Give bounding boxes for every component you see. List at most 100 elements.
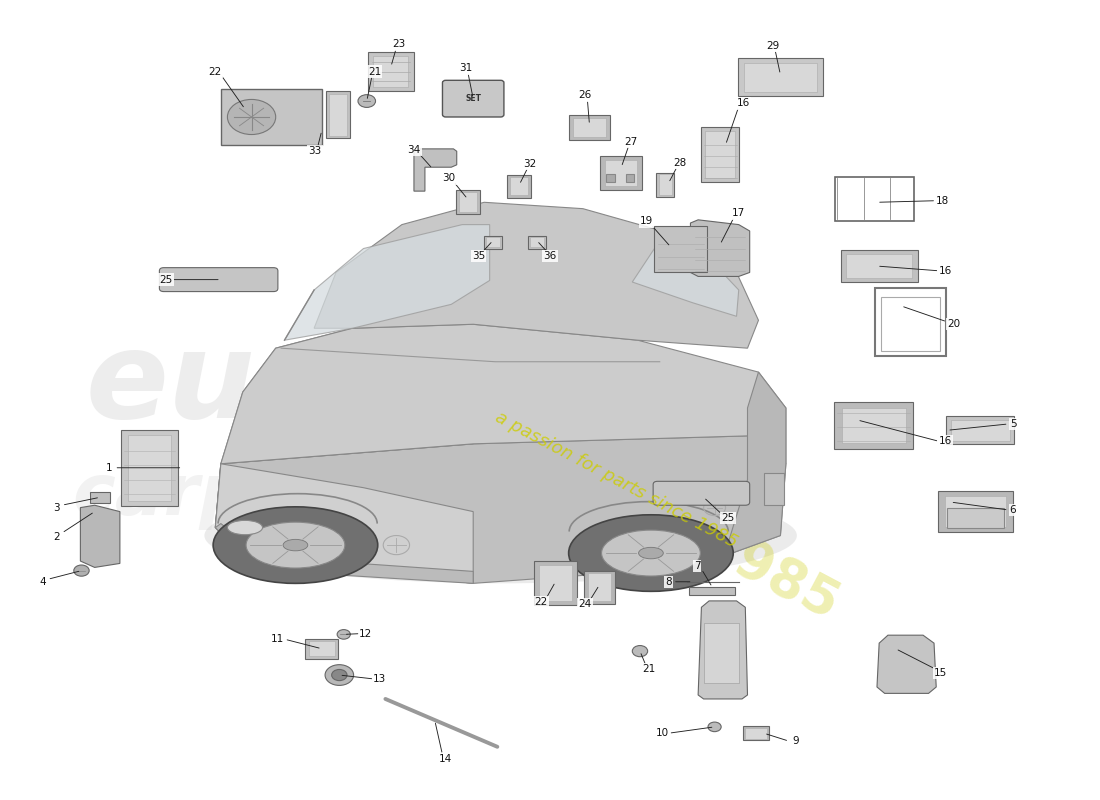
Circle shape: [632, 646, 648, 657]
Text: 5: 5: [1010, 419, 1016, 429]
Text: 19: 19: [640, 217, 653, 226]
Circle shape: [332, 670, 346, 681]
Bar: [835, 177, 914, 221]
Bar: [569, 114, 611, 140]
Circle shape: [358, 94, 375, 107]
Bar: [486, 238, 499, 247]
Bar: [744, 726, 769, 741]
Bar: [507, 175, 531, 198]
Bar: [764, 474, 783, 506]
Text: 8: 8: [666, 577, 672, 586]
Text: 6: 6: [1010, 505, 1016, 515]
Text: 30: 30: [442, 174, 455, 183]
Polygon shape: [693, 372, 785, 567]
Bar: [584, 570, 615, 604]
Bar: [946, 416, 1014, 444]
Ellipse shape: [228, 520, 263, 534]
Text: 4: 4: [40, 577, 46, 586]
Bar: [606, 174, 615, 182]
Bar: [834, 402, 913, 449]
Bar: [657, 173, 674, 197]
Ellipse shape: [246, 522, 344, 568]
Bar: [744, 62, 817, 92]
Text: 24: 24: [579, 599, 592, 609]
Text: 16: 16: [938, 437, 952, 446]
Text: 2: 2: [53, 532, 59, 542]
Circle shape: [228, 99, 276, 134]
Bar: [459, 193, 477, 212]
Text: 16: 16: [737, 98, 750, 109]
Text: 13: 13: [373, 674, 386, 684]
Text: 23: 23: [392, 39, 405, 50]
Bar: [746, 728, 767, 738]
Bar: [528, 236, 546, 249]
Text: 27: 27: [625, 137, 638, 146]
Circle shape: [337, 630, 350, 639]
Bar: [534, 562, 578, 606]
Text: 18: 18: [936, 196, 949, 206]
Bar: [306, 638, 338, 658]
Text: 22: 22: [209, 66, 222, 77]
Ellipse shape: [602, 530, 701, 576]
Ellipse shape: [205, 488, 796, 583]
Polygon shape: [216, 464, 473, 583]
Bar: [484, 236, 502, 249]
Text: euro: euro: [86, 326, 399, 442]
Text: 36: 36: [543, 250, 557, 261]
Bar: [840, 250, 917, 282]
Text: 22: 22: [535, 597, 548, 606]
Text: 31: 31: [459, 63, 472, 74]
Bar: [601, 156, 642, 190]
Ellipse shape: [639, 547, 663, 559]
Text: 1985: 1985: [692, 518, 847, 633]
Bar: [846, 254, 912, 278]
Bar: [605, 160, 637, 186]
Text: 3: 3: [53, 502, 59, 513]
Ellipse shape: [569, 515, 734, 591]
Bar: [539, 566, 572, 602]
Text: a passion for parts since 1985: a passion for parts since 1985: [492, 408, 740, 551]
Bar: [738, 58, 823, 96]
Bar: [530, 238, 543, 247]
Text: 28: 28: [673, 158, 686, 168]
Polygon shape: [632, 241, 739, 316]
Polygon shape: [414, 149, 456, 191]
Polygon shape: [315, 202, 759, 348]
Text: 26: 26: [579, 90, 592, 101]
Text: carparts: carparts: [73, 461, 414, 530]
Bar: [701, 127, 739, 182]
Polygon shape: [216, 523, 473, 583]
Bar: [947, 508, 1004, 528]
FancyBboxPatch shape: [653, 482, 750, 506]
Bar: [455, 190, 480, 214]
FancyBboxPatch shape: [160, 268, 278, 291]
Ellipse shape: [283, 539, 308, 551]
Text: 10: 10: [656, 728, 669, 738]
Bar: [842, 408, 905, 443]
Circle shape: [708, 722, 722, 732]
Polygon shape: [285, 225, 490, 340]
Bar: [329, 94, 348, 136]
Polygon shape: [691, 220, 750, 277]
Bar: [945, 496, 1006, 527]
Polygon shape: [80, 506, 120, 567]
Text: 16: 16: [938, 266, 952, 276]
Text: 25: 25: [160, 274, 173, 285]
Text: 21: 21: [642, 665, 656, 674]
Ellipse shape: [213, 507, 377, 583]
Polygon shape: [877, 635, 936, 694]
Bar: [690, 587, 736, 595]
FancyBboxPatch shape: [442, 80, 504, 117]
Polygon shape: [216, 436, 785, 583]
Text: 12: 12: [359, 629, 372, 638]
Bar: [950, 420, 1010, 441]
Bar: [510, 178, 528, 195]
Text: 25: 25: [722, 513, 735, 523]
Text: 1: 1: [106, 462, 112, 473]
Polygon shape: [698, 601, 748, 699]
Bar: [373, 57, 408, 86]
Bar: [881, 297, 939, 351]
Text: 35: 35: [472, 250, 485, 261]
Text: 29: 29: [766, 41, 780, 51]
Text: 7: 7: [694, 561, 701, 571]
